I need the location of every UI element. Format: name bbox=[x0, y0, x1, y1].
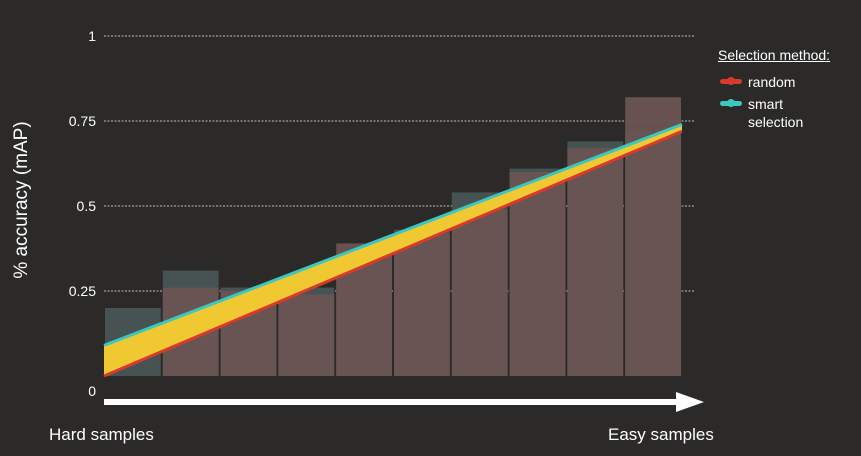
legend-item-smart-selection: smart selection bbox=[718, 95, 830, 131]
legend-title: Selection method: bbox=[718, 47, 831, 63]
y-tick-label: 1 bbox=[88, 28, 96, 44]
x-axis-arrow-head bbox=[676, 392, 704, 412]
bar-random bbox=[567, 148, 624, 376]
y-tick-label: 0.75 bbox=[69, 113, 96, 129]
y-tick-label: 0.5 bbox=[77, 198, 97, 214]
trend-line-random bbox=[103, 129, 683, 378]
y-tick-label: 0.25 bbox=[69, 283, 96, 299]
legend-swatch-smart-selection bbox=[720, 99, 742, 107]
bar-random bbox=[509, 172, 566, 376]
legend-swatch-random bbox=[720, 77, 742, 85]
x-end-label: Easy samples bbox=[608, 425, 714, 444]
bar-random bbox=[451, 209, 508, 376]
legend-label-smart-selection: smart selection bbox=[748, 96, 804, 130]
y-tick-label: 0 bbox=[88, 383, 96, 399]
legend-item-random: random bbox=[718, 73, 830, 91]
legend: Selection method: random smart selection bbox=[718, 47, 830, 135]
y-axis-label: % accuracy (mAP) bbox=[11, 121, 32, 279]
bar-random bbox=[394, 233, 450, 376]
improvement-band bbox=[104, 124, 682, 377]
legend-label-random: random bbox=[748, 74, 796, 90]
x-start-label: Hard samples bbox=[49, 425, 154, 444]
bar-random bbox=[278, 294, 335, 376]
trend-line-smart-selection bbox=[103, 122, 683, 347]
x-axis-arrow-shaft bbox=[104, 399, 678, 405]
